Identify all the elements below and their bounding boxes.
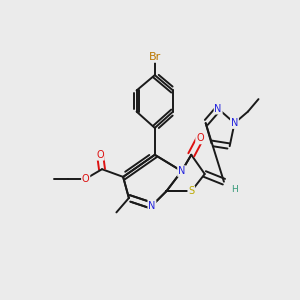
Text: O: O <box>96 150 104 160</box>
Text: O: O <box>196 134 204 143</box>
Text: N: N <box>214 104 222 114</box>
Text: N: N <box>148 201 156 211</box>
Text: S: S <box>188 186 194 196</box>
Text: H: H <box>231 185 238 194</box>
Text: N: N <box>231 118 238 128</box>
Text: Br: Br <box>149 52 161 62</box>
Text: O: O <box>82 174 89 184</box>
Text: N: N <box>178 166 185 176</box>
